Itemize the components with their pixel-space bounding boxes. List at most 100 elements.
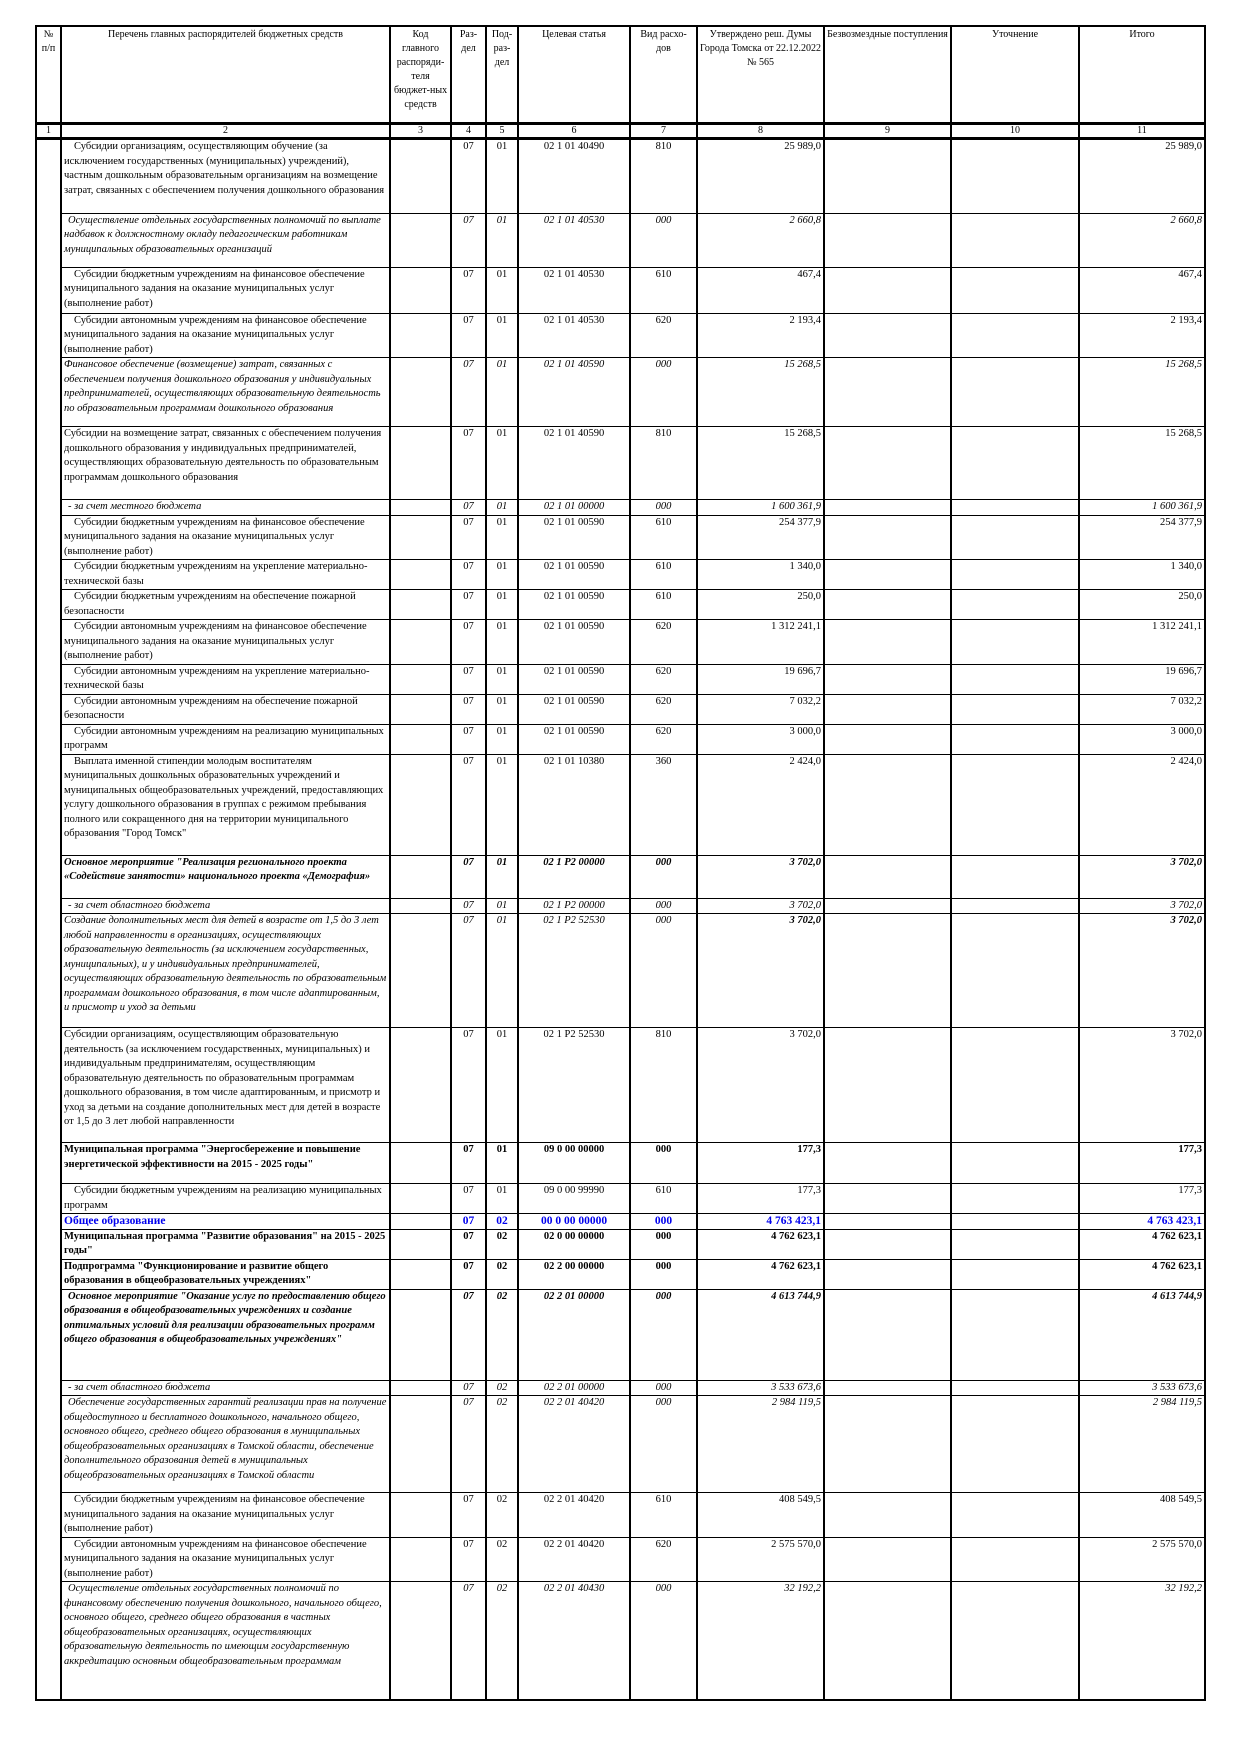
adjustment-cell	[950, 753, 1080, 856]
budget-table: № п/п Перечень главных распорядителей бю…	[35, 25, 1206, 1701]
expense-type-cell: 000	[629, 1379, 698, 1396]
description-cell: Муниципальная программа "Энергосбережени…	[60, 1142, 391, 1184]
total-amount-cell: 177,3	[1078, 1142, 1206, 1184]
section-cell: 07	[450, 854, 487, 899]
approved-amount-cell: 1 600 361,9	[696, 499, 825, 516]
adjustment-cell	[950, 1213, 1080, 1230]
row-number-cell	[35, 1259, 62, 1289]
subsection-cell: 01	[485, 753, 519, 856]
row-number-cell	[35, 619, 62, 664]
adjustment-cell	[950, 1536, 1080, 1582]
col-header-approved: Утверждено реш. Думы Города Томска от 22…	[696, 25, 825, 125]
col-header-adjustment: Уточнение	[950, 25, 1080, 125]
subsection-cell: 01	[485, 312, 519, 358]
row-number-cell	[35, 1142, 62, 1184]
target-article-cell: 02 1 01 00590	[517, 589, 631, 620]
grants-cell	[823, 723, 952, 755]
adjustment-cell	[950, 854, 1080, 899]
description-cell: Субсидии автономным учреждениям на финан…	[60, 312, 391, 358]
row-number-cell	[35, 1492, 62, 1537]
grants-cell	[823, 1581, 952, 1700]
table-row: Субсидии бюджетным учреждениям на обеспе…	[35, 589, 1206, 620]
table-row: Муниципальная программа "Развитие образо…	[35, 1228, 1206, 1260]
col-number: 11	[1078, 123, 1206, 140]
adjustment-cell	[950, 619, 1080, 665]
adjustment-cell	[950, 1027, 1080, 1143]
grants-cell	[823, 499, 952, 516]
col-number: 2	[60, 123, 391, 140]
admin-code-cell	[389, 589, 452, 620]
approved-amount-cell: 250,0	[696, 589, 825, 620]
admin-code-cell	[389, 559, 452, 590]
expense-type-cell: 000	[629, 212, 698, 268]
section-cell: 07	[450, 723, 487, 755]
description-cell: Основное мероприятие "Реализация региона…	[60, 854, 391, 899]
section-cell: 07	[450, 514, 487, 560]
subsection-cell: 01	[485, 138, 519, 214]
approved-amount-cell: 3 000,0	[696, 723, 825, 755]
section-cell: 07	[450, 1258, 487, 1290]
adjustment-cell	[950, 723, 1080, 755]
total-amount-cell: 2 984 119,5	[1078, 1395, 1206, 1493]
description-cell: Осуществление отдельных государственных …	[60, 1581, 391, 1700]
grants-cell	[823, 897, 952, 914]
approved-amount-cell: 177,3	[696, 1183, 825, 1214]
total-amount-cell: 2 424,0	[1078, 753, 1206, 856]
section-cell: 07	[450, 1183, 487, 1214]
approved-amount-cell: 15 268,5	[696, 426, 825, 500]
section-cell: 07	[450, 1492, 487, 1538]
total-amount-cell: 4 763 423,1	[1078, 1213, 1206, 1230]
admin-code-cell	[389, 426, 452, 500]
grants-cell	[823, 589, 952, 620]
adjustment-cell	[950, 897, 1080, 914]
admin-code-cell	[389, 913, 452, 1028]
approved-amount-cell: 408 549,5	[696, 1492, 825, 1538]
total-amount-cell: 408 549,5	[1078, 1492, 1206, 1538]
subsection-cell: 01	[485, 854, 519, 899]
row-number-cell	[35, 855, 62, 898]
grants-cell	[823, 753, 952, 856]
grants-cell	[823, 1213, 952, 1230]
section-cell: 07	[450, 1213, 487, 1230]
description-cell: Обеспечение государственных гарантий реа…	[60, 1395, 391, 1493]
table-row: - за счет областного бюджета 07 01 02 1 P2 …	[35, 897, 1206, 914]
grants-cell	[823, 559, 952, 590]
row-number-cell	[35, 1537, 62, 1582]
admin-code-cell	[389, 1258, 452, 1290]
approved-amount-cell: 3 533 673,6	[696, 1379, 825, 1396]
approved-amount-cell: 15 268,5	[696, 357, 825, 427]
total-amount-cell: 32 192,2	[1078, 1581, 1206, 1700]
col-header-admin-code: Код главного распоряди-теля бюджет-ных с…	[389, 25, 452, 125]
expense-type-cell: 000	[629, 913, 698, 1028]
section-cell: 07	[450, 619, 487, 665]
total-amount-cell: 1 312 241,1	[1078, 619, 1206, 665]
description-cell: - за счет областного бюджета	[60, 1379, 391, 1396]
total-amount-cell: 177,3	[1078, 1183, 1206, 1214]
col-header-grants: Безвозмездные поступления	[823, 25, 952, 125]
admin-code-cell	[389, 897, 452, 914]
adjustment-cell	[950, 913, 1080, 1028]
subsection-cell: 02	[485, 1395, 519, 1493]
adjustment-cell	[950, 138, 1080, 214]
expense-type-cell: 000	[629, 1288, 698, 1381]
expense-type-cell: 000	[629, 1581, 698, 1700]
section-cell: 07	[450, 897, 487, 914]
subsection-cell: 01	[485, 663, 519, 695]
expense-type-cell: 000	[629, 499, 698, 516]
target-article-cell: 02 1 01 40590	[517, 357, 631, 427]
adjustment-cell	[950, 693, 1080, 725]
row-number-cell	[35, 313, 62, 358]
row-number-cell	[35, 589, 62, 620]
col-number: 3	[389, 123, 452, 140]
description-cell: Субсидии автономным учреждениям на укреп…	[60, 663, 391, 695]
grants-cell	[823, 913, 952, 1028]
total-amount-cell: 4 613 744,9	[1078, 1288, 1206, 1381]
expense-type-cell: 610	[629, 1492, 698, 1538]
approved-amount-cell: 3 702,0	[696, 897, 825, 914]
admin-code-cell	[389, 266, 452, 314]
description-cell: Субсидии бюджетным учреждениям на финанс…	[60, 266, 391, 314]
expense-type-cell: 620	[629, 312, 698, 358]
approved-amount-cell: 19 696,7	[696, 663, 825, 695]
col-number: 1	[35, 123, 62, 140]
grants-cell	[823, 854, 952, 899]
